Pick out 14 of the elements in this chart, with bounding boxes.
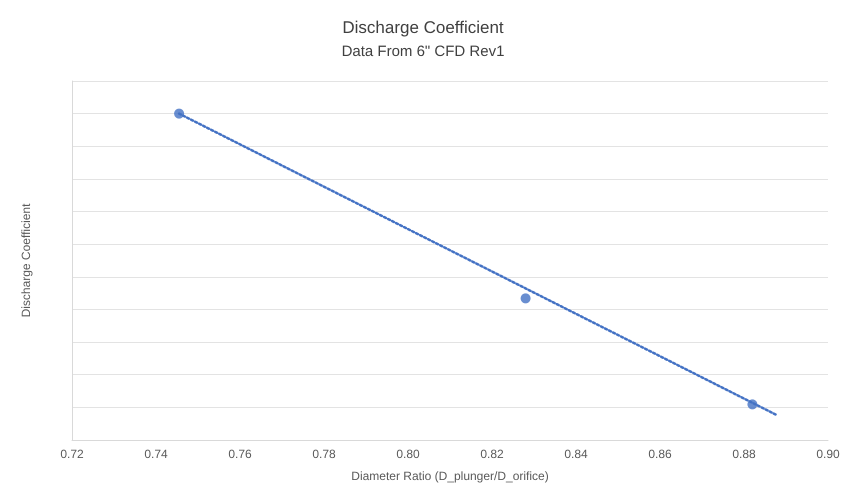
- x-tick-label: 0.84: [564, 447, 588, 461]
- x-tick-label: 0.90: [816, 447, 840, 461]
- x-axis-title: Diameter Ratio (D_plunger/D_orifice): [351, 469, 549, 483]
- x-tick-label: 0.78: [312, 447, 336, 461]
- chart-subtitle: Data From 6" CFD Rev1: [342, 43, 504, 60]
- y-axis-title: Discharge Coefficient: [19, 202, 33, 318]
- chart-title: Discharge Coefficient: [342, 18, 504, 37]
- x-tick-label: 0.74: [144, 447, 168, 461]
- x-tick-label: 0.82: [480, 447, 504, 461]
- x-tick-label: 0.76: [228, 447, 252, 461]
- x-tick-label: 0.88: [732, 447, 756, 461]
- x-tick-label: 0.80: [396, 447, 420, 461]
- x-tick-label: 0.86: [648, 447, 672, 461]
- x-tick-label: 0.72: [60, 447, 84, 461]
